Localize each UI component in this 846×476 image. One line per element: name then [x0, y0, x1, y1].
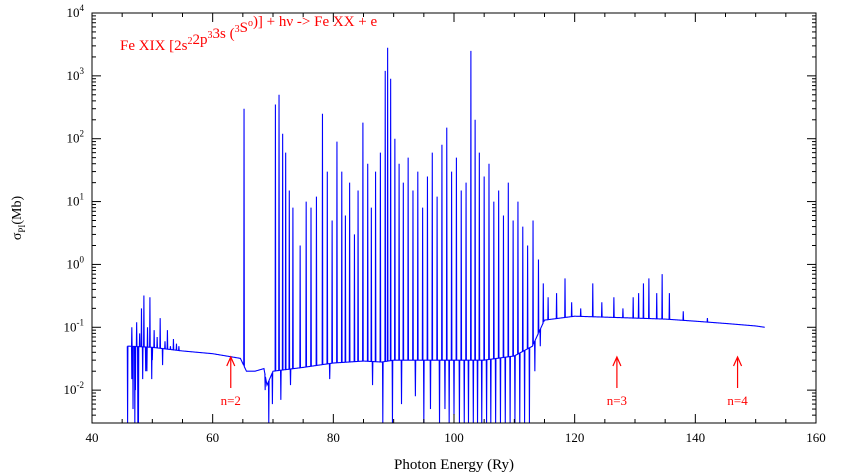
x-tick-label: 100 — [444, 430, 464, 445]
x-tick-label: 160 — [806, 430, 826, 445]
y-tick-exponent: 0 — [80, 254, 85, 264]
threshold-arrow-head — [612, 355, 622, 367]
annotation-text: )] + hν -> Fe XX + e — [253, 14, 378, 30]
y-tick-label: 10-1 — [64, 317, 85, 334]
threshold-label: n=3 — [607, 393, 627, 408]
axes-layer — [91, 12, 817, 424]
y-axis-label-sub: PI — [17, 225, 27, 233]
y-tick-base: 10 — [67, 256, 80, 271]
y-tick-exponent: -1 — [77, 317, 85, 327]
y-tick-base: 10 — [67, 131, 80, 146]
x-tick-label: 140 — [686, 430, 706, 445]
y-tick-label: 102 — [67, 129, 85, 146]
y-tick-exponent: 1 — [80, 192, 85, 202]
annotation-text: Fe XIX [2s — [120, 38, 188, 54]
spectrum-line — [126, 47, 765, 423]
y-tick-exponent: 3 — [80, 66, 85, 76]
y-tick-base: 10 — [67, 5, 80, 20]
annotation-sup: 2 — [188, 36, 193, 47]
y-axis-label: σPI(Mb) — [10, 195, 27, 240]
threshold-arrow-head — [226, 355, 236, 367]
annotation-text: 3s ( — [213, 26, 235, 42]
threshold-arrow-head — [733, 355, 743, 367]
reaction-annotation: Fe XIX [2s22p33s (3So)] + hν -> Fe XX + … — [120, 14, 377, 54]
threshold-label: n=2 — [221, 393, 241, 408]
annotation-text: S — [240, 20, 248, 36]
y-tick-label: 103 — [67, 66, 85, 83]
y-tick-base: 10 — [67, 194, 80, 209]
y-axis-label-base: σ — [10, 232, 25, 240]
y-tick-label: 104 — [67, 3, 85, 20]
x-tick-label: 80 — [327, 430, 340, 445]
y-tick-base: 10 — [64, 382, 77, 397]
y-tick-label: 100 — [67, 254, 85, 271]
plot-layer — [126, 47, 765, 423]
y-tick-exponent: 2 — [80, 129, 85, 139]
annotation-sup: 3 — [235, 24, 240, 35]
label-layer: 40 60 80 100 120 140 16010-210-110010110210310… — [10, 3, 826, 473]
y-tick-label: 101 — [67, 192, 85, 209]
x-tick-label: 40 — [86, 430, 99, 445]
y-tick-exponent: -2 — [77, 380, 85, 390]
y-tick-exponent: 4 — [80, 3, 85, 13]
x-axis-label: Photon Energy (Ry) — [394, 457, 514, 473]
y-axis-label-unit: (Mb) — [10, 195, 25, 224]
x-tick-label: 60 — [206, 430, 219, 445]
x-tick-label: 120 — [565, 430, 585, 445]
y-tick-base: 10 — [67, 68, 80, 83]
y-tick-label: 10-2 — [64, 380, 85, 397]
annotation-text: 2p — [193, 32, 208, 48]
annotation-sup: 3 — [208, 30, 213, 41]
annotation-sup: o — [248, 18, 253, 29]
y-tick-base: 10 — [64, 319, 77, 334]
threshold-label: n=4 — [727, 393, 748, 408]
